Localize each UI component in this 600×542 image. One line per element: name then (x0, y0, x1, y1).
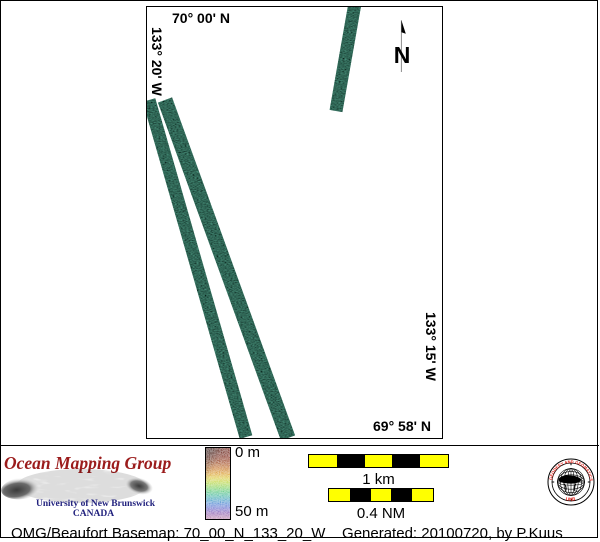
svg-text:UNB: UNB (565, 496, 576, 502)
